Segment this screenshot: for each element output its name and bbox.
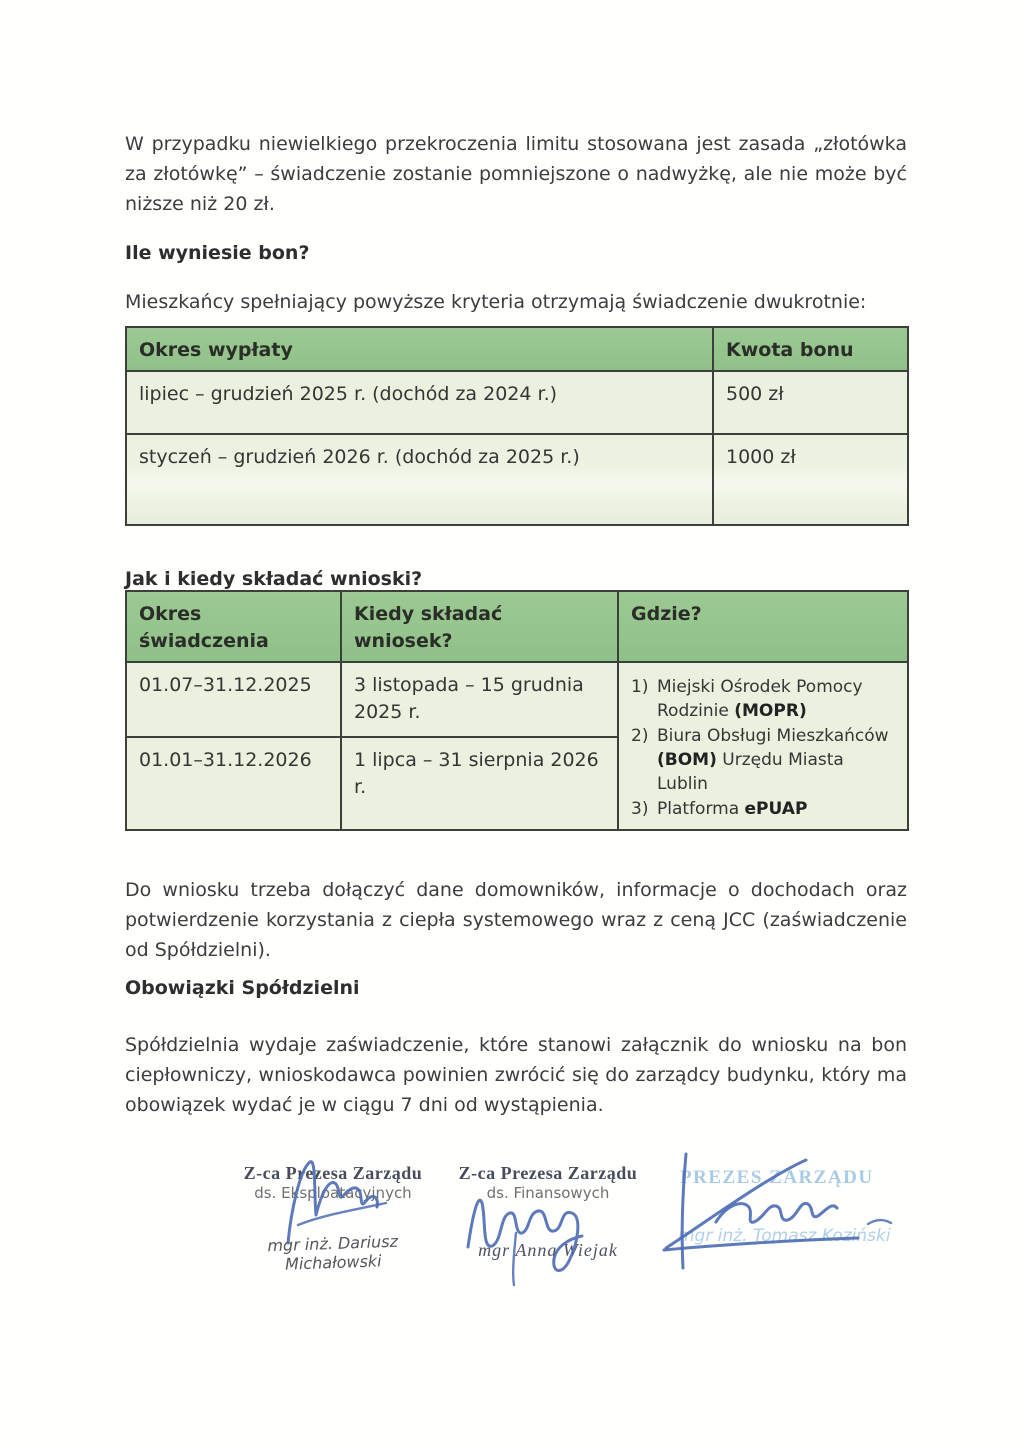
signature-subtitle: ds. Eksploatacyjnych <box>254 1184 412 1202</box>
signature-subtitle: ds. Finansowych <box>486 1184 610 1202</box>
where-list-cell: 1) Miejski Ośrodek Pomocy Rodzinie (MOPR… <box>617 661 909 831</box>
signature-title: Z-ca Prezesa Zarządu <box>458 1163 638 1183</box>
handwritten-signature-icon <box>662 1152 893 1270</box>
submission-window-cell: 3 listopada – 15 grudnia 2025 r. <box>340 661 619 738</box>
application-table-header-row: Okres świadczenia Kiedy składać wniosek?… <box>125 590 909 663</box>
application-header-when: Kiedy składać wniosek? <box>340 590 619 663</box>
payout-amount-cell: 500 zł <box>712 370 909 435</box>
table-row: styczeń – grudzień 2026 r. (dochód za 20… <box>125 433 909 526</box>
where-list-item: 2) Biura Obsługi Mieszkańców (BOM) Urzęd… <box>631 724 895 796</box>
section2-heading: Jak i kiedy składać wnioski? <box>125 568 423 590</box>
where-list-text: Biura Obsługi Mieszkańców (BOM) Urzędu M… <box>657 726 889 794</box>
intro-paragraph: W przypadku niewielkiego przekroczenia l… <box>125 133 907 215</box>
submission-window-cell: 1 lipca – 31 sierpnia 2026 r. <box>340 736 619 831</box>
signature-block-finance: Z-ca Prezesa Zarządu ds. Finansowych mgr… <box>448 1163 648 1287</box>
list-number: 1) <box>631 677 649 697</box>
table-row: 01.01–31.12.2026 1 lipca – 31 sierpnia 2… <box>125 736 908 831</box>
where-list-text: Miejski Ośrodek Pomocy Rodzinie (MOPR) <box>657 677 863 721</box>
table-row: lipiec – grudzień 2025 r. (dochód za 202… <box>125 370 909 435</box>
application-header-where: Gdzie? <box>617 590 909 663</box>
payout-table-header-row: Okres wypłaty Kwota bonu <box>125 326 909 372</box>
list-number: 2) <box>631 726 649 746</box>
signature-name: mgr inż. Tomasz Koziński <box>678 1226 891 1246</box>
signature-name: mgr Anna Wiejak <box>478 1240 618 1260</box>
signature-title: PREZES ZARZĄDU <box>680 1167 874 1188</box>
list-number: 3) <box>631 799 649 819</box>
payout-table-header-amount: Kwota bonu <box>712 326 909 372</box>
section1-lead: Mieszkańcy spełniający powyższe kryteria… <box>125 291 867 313</box>
signature-block-president: PREZES ZARZĄDU mgr inż. Tomasz Koziński <box>662 1152 912 1270</box>
signature-block-exploitation: Z-ca Prezesa Zarządu ds. Eksploatacyjnyc… <box>228 1160 438 1274</box>
payout-amount-cell: 1000 zł <box>712 433 909 526</box>
where-list-text: Platforma ePUAP <box>657 799 808 819</box>
signature-name: mgr inż. Dariusz Michałowski <box>267 1231 399 1274</box>
application-header-period: Okres świadczenia <box>125 590 342 663</box>
benefit-period-cell: 01.07–31.12.2025 <box>125 661 342 738</box>
section1-heading: Ile wyniesie bon? <box>125 242 310 264</box>
payout-period-cell: lipiec – grudzień 2025 r. (dochód za 202… <box>125 370 714 435</box>
section3-heading: Obowiązki Spółdzielni <box>125 977 360 999</box>
signature-title: Z-ca Prezesa Zarządu <box>243 1163 423 1183</box>
section3-paragraph: Spółdzielnia wydaje zaświadczenie, które… <box>125 1034 907 1116</box>
payout-period-cell: styczeń – grudzień 2026 r. (dochód za 20… <box>125 433 714 526</box>
payout-table-header-period: Okres wypłaty <box>125 326 714 372</box>
attachment-paragraph: Do wniosku trzeba dołączyć dane domownik… <box>125 879 907 961</box>
payout-table: Okres wypłaty Kwota bonu lipiec – grudzi… <box>125 326 909 526</box>
benefit-period-cell: 01.01–31.12.2026 <box>125 736 342 831</box>
table-row: 01.07–31.12.2025 3 listopada – 15 grudni… <box>125 661 909 831</box>
application-table: Okres świadczenia Kiedy składać wniosek?… <box>125 590 909 831</box>
where-list-item: 1) Miejski Ośrodek Pomocy Rodzinie (MOPR… <box>631 675 895 723</box>
where-list-item: 3) Platforma ePUAP <box>631 797 895 821</box>
